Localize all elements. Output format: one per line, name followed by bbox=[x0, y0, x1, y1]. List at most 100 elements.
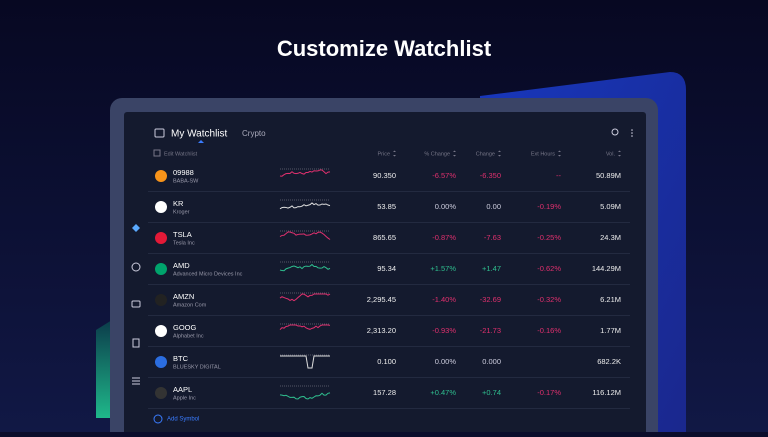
cell-pct: -1.40% bbox=[432, 295, 456, 304]
panel-icon[interactable] bbox=[154, 128, 165, 138]
cell-price: 95.34 bbox=[377, 264, 396, 273]
logo bbox=[155, 201, 167, 213]
column-header: Ext Hours bbox=[531, 151, 555, 157]
cell-price: 865.65 bbox=[373, 233, 396, 242]
sort-icon bbox=[558, 150, 561, 157]
logo bbox=[155, 263, 167, 275]
search-icon[interactable] bbox=[611, 128, 619, 136]
edit-watchlist[interactable]: Edit Watchlist bbox=[164, 151, 198, 157]
checkbox[interactable] bbox=[153, 149, 161, 157]
cell-ext: -0.32% bbox=[537, 295, 561, 304]
cell-price: 53.85 bbox=[377, 202, 396, 211]
cell-change: +0.74 bbox=[482, 388, 501, 397]
cell-vol: 682.2K bbox=[597, 357, 621, 366]
symbol: AMZN bbox=[173, 292, 194, 301]
glow-green bbox=[96, 320, 112, 418]
company-name: Alphabet Inc bbox=[173, 333, 204, 339]
company-name: Amazon Com bbox=[173, 302, 207, 308]
sparkline bbox=[279, 392, 331, 400]
company-name: BLUESKY DIGITAL bbox=[173, 364, 221, 370]
company-name: Advanced Micro Devices Inc bbox=[173, 271, 243, 277]
cell-vol: 144.29M bbox=[592, 264, 621, 273]
tab[interactable]: My Watchlist bbox=[171, 129, 228, 140]
symbol: BTC bbox=[173, 354, 189, 363]
add-symbol[interactable]: Add Symbol bbox=[167, 417, 199, 423]
cell-change: 0.00 bbox=[486, 202, 501, 211]
cell-ext: -- bbox=[556, 171, 561, 180]
cell-pct: -0.93% bbox=[432, 326, 456, 335]
cell-pct: -0.87% bbox=[432, 233, 456, 242]
cell-ext: -0.62% bbox=[537, 264, 561, 273]
symbol: AAPL bbox=[173, 385, 192, 394]
logo bbox=[155, 387, 167, 399]
column-header: Change bbox=[476, 151, 495, 157]
cell-pct: 0.00% bbox=[435, 357, 457, 366]
cell-price: 90.350 bbox=[373, 171, 396, 180]
nav-icon[interactable] bbox=[132, 338, 140, 348]
cell-change: -7.63 bbox=[484, 233, 501, 242]
cell-ext: -0.25% bbox=[537, 233, 561, 242]
logo bbox=[155, 356, 167, 368]
sparkline bbox=[279, 231, 331, 240]
cell-vol: 5.09M bbox=[600, 202, 621, 211]
logo bbox=[155, 294, 167, 306]
cell-change: -21.73 bbox=[480, 326, 501, 335]
tab[interactable]: Crypto bbox=[242, 129, 266, 138]
column-header: Vol. bbox=[606, 151, 616, 157]
sort-icon bbox=[453, 150, 456, 157]
sort-icon bbox=[618, 150, 621, 157]
sparkline bbox=[279, 324, 331, 331]
cell-price: 0.100 bbox=[377, 357, 396, 366]
cell-change: -32.69 bbox=[480, 295, 501, 304]
cell-change: 0.000 bbox=[482, 357, 501, 366]
nav-icon[interactable] bbox=[131, 300, 141, 308]
nav-icon[interactable] bbox=[132, 224, 140, 232]
sort-icon bbox=[393, 150, 396, 157]
logo bbox=[155, 232, 167, 244]
title: Customize Watchlist bbox=[277, 36, 492, 61]
cell-vol: 50.89M bbox=[596, 171, 621, 180]
symbol: GOOG bbox=[173, 323, 197, 332]
sparkline bbox=[279, 263, 331, 272]
cell-ext: -0.19% bbox=[537, 202, 561, 211]
cell-vol: 6.21M bbox=[600, 295, 621, 304]
sparkline bbox=[279, 293, 331, 302]
column-header: Price bbox=[377, 151, 390, 157]
cell-price: 2,313.20 bbox=[367, 326, 396, 335]
company-name: Apple Inc bbox=[173, 395, 196, 401]
sparkline bbox=[279, 202, 331, 210]
symbol: TSLA bbox=[173, 230, 192, 239]
cell-change: +1.47 bbox=[482, 264, 501, 273]
symbol: AMD bbox=[173, 261, 190, 270]
tab-indicator bbox=[198, 140, 204, 143]
tablet-screen bbox=[124, 112, 646, 437]
add-icon[interactable] bbox=[153, 414, 163, 424]
nav-icon[interactable] bbox=[132, 377, 140, 385]
cell-change: -6.350 bbox=[480, 171, 501, 180]
cell-pct: +1.57% bbox=[430, 264, 456, 273]
company-name: Tesla Inc bbox=[173, 240, 195, 246]
company-name: BABA-SW bbox=[173, 178, 199, 184]
cell-price: 2,295.45 bbox=[367, 295, 396, 304]
cell-ext: -0.17% bbox=[537, 388, 561, 397]
cell-pct: -6.57% bbox=[432, 171, 456, 180]
column-header: % Change bbox=[424, 151, 450, 157]
symbol: KR bbox=[173, 199, 184, 208]
symbol: 09988 bbox=[173, 168, 194, 177]
company-name: Kroger bbox=[173, 209, 190, 215]
cell-pct: 0.00% bbox=[435, 202, 457, 211]
sort-icon bbox=[498, 150, 501, 157]
cell-ext: -0.16% bbox=[537, 326, 561, 335]
cell-vol: 116.12M bbox=[592, 388, 621, 397]
cell-pct: +0.47% bbox=[430, 388, 456, 397]
cell-price: 157.28 bbox=[373, 388, 396, 397]
nav-icon[interactable] bbox=[131, 262, 141, 272]
more-icon[interactable] bbox=[631, 129, 633, 137]
sparkline bbox=[280, 355, 330, 369]
logo bbox=[155, 325, 167, 337]
cell-vol: 1.77M bbox=[600, 326, 621, 335]
rows: Price % Change Change Ext Hours Vol. 09988BAB… bbox=[148, 150, 630, 409]
cell-vol: 24.3M bbox=[600, 233, 621, 242]
